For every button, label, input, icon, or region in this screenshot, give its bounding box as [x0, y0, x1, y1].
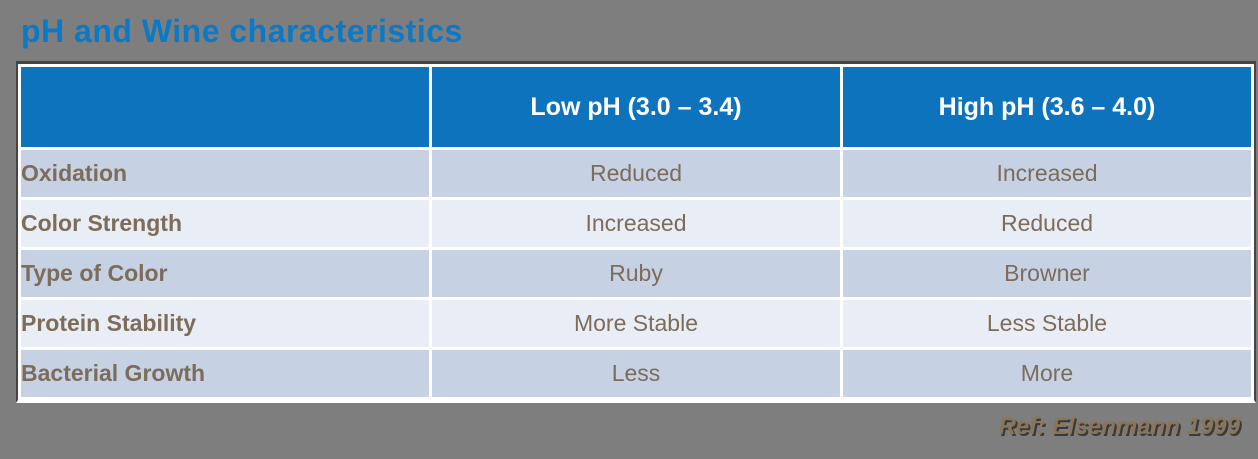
table-row: Oxidation Reduced Increased	[21, 150, 1251, 197]
table-header: Low pH (3.0 – 3.4) High pH (3.6 – 4.0)	[21, 67, 1251, 147]
cell-high-ph-value: More	[843, 350, 1251, 397]
cell-low-ph-value: Ruby	[432, 250, 840, 297]
slide-title: pH and Wine characteristics	[21, 13, 463, 49]
row-label: Bacterial Growth	[21, 350, 429, 397]
row-label: Protein Stability	[21, 300, 429, 347]
table-body: Oxidation Reduced Increased Color Streng…	[21, 150, 1251, 397]
header-row: Low pH (3.0 – 3.4) High pH (3.6 – 4.0)	[21, 67, 1251, 147]
ph-wine-characteristics-table: Low pH (3.0 – 3.4) High pH (3.6 – 4.0) O…	[16, 61, 1256, 403]
cell-low-ph-value: Less	[432, 350, 840, 397]
table-row: Type of Color Ruby Browner	[21, 250, 1251, 297]
cell-low-ph-value: Increased	[432, 200, 840, 247]
column-header-low-ph: Low pH (3.0 – 3.4)	[432, 67, 840, 147]
cell-high-ph-value: Browner	[843, 250, 1251, 297]
column-header-blank	[21, 67, 429, 147]
row-label: Type of Color	[21, 250, 429, 297]
row-label: Color Strength	[21, 200, 429, 247]
cell-low-ph-value: More Stable	[432, 300, 840, 347]
cell-high-ph-value: Less Stable	[843, 300, 1251, 347]
reference-citation: Ref: Elsenmann 1999	[998, 413, 1240, 440]
cell-high-ph-value: Reduced	[843, 200, 1251, 247]
table-row: Protein Stability More Stable Less Stabl…	[21, 300, 1251, 347]
cell-low-ph-value: Reduced	[432, 150, 840, 197]
row-label: Oxidation	[21, 150, 429, 197]
column-header-high-ph: High pH (3.6 – 4.0)	[843, 67, 1251, 147]
cell-high-ph-value: Increased	[843, 150, 1251, 197]
table-row: Bacterial Growth Less More	[21, 350, 1251, 397]
table-row: Color Strength Increased Reduced	[21, 200, 1251, 247]
